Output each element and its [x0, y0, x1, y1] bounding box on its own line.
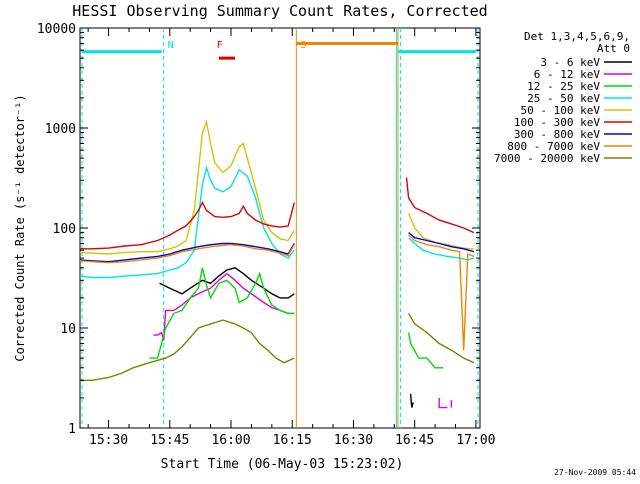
- y-tick-label: 100: [53, 222, 76, 237]
- series-line-25-50kev-1: [408, 237, 475, 261]
- legend-header: Det 1,3,4,5,6,9,: [524, 30, 630, 43]
- legend-label: 25 - 50 keV: [527, 92, 600, 105]
- series-line-12-25kev-0: [149, 267, 295, 359]
- legend-label: 800 - 7000 keV: [507, 140, 600, 153]
- legend-label: 3 - 6 keV: [540, 56, 600, 69]
- series-line-50-100kev-0: [80, 119, 295, 255]
- plot-area: [80, 28, 479, 428]
- y-tick-label: 1: [68, 422, 76, 437]
- series-line-800-7000kev-0: [80, 243, 295, 264]
- x-tick-label: 17:00: [456, 433, 495, 448]
- legend-label: 12 - 25 keV: [527, 80, 600, 93]
- series-line-7000-20000kev-0: [80, 319, 295, 381]
- series-line-6-12kev-1: [438, 397, 448, 409]
- series-line-300-800kev-0: [80, 242, 295, 263]
- x-axis-label: Start Time (06-May-03 15:23:02): [161, 457, 404, 472]
- series-line-25-50kev-0: [80, 165, 295, 279]
- y-tick-label: 10000: [37, 22, 76, 37]
- y-tick-label: 1000: [45, 122, 76, 137]
- series-line-7000-20000kev-1: [407, 313, 475, 364]
- x-tick-label: 16:00: [211, 433, 250, 448]
- series-line-3-6kev-1: [409, 393, 414, 408]
- series-line-6-12kev-0: [153, 272, 295, 341]
- series-line-300-800kev-1: [408, 232, 475, 253]
- annotation-label-n: N: [168, 40, 174, 51]
- x-tick-label: 15:30: [89, 433, 128, 448]
- annotation-label-s: S: [300, 40, 306, 51]
- series-line-100-300kev-1: [405, 177, 475, 234]
- x-tick-label: 16:45: [395, 433, 434, 448]
- x-tick-label: 16:30: [334, 433, 373, 448]
- y-tick-label: 10: [60, 322, 76, 337]
- legend-label: 300 - 800 keV: [514, 128, 600, 141]
- legend-label: 50 - 100 keV: [521, 104, 601, 117]
- chart-title: HESSI Observing Summary Count Rates, Cor…: [72, 2, 487, 20]
- legend-label: 100 - 300 keV: [514, 116, 600, 129]
- x-tick-label: 15:45: [150, 433, 189, 448]
- series-line-100-300kev-0: [80, 200, 295, 250]
- x-tick-label: 16:15: [273, 433, 312, 448]
- legend-header: Att 0: [597, 42, 630, 55]
- footer-timestamp: 27-Nov-2009 05:44: [554, 468, 636, 477]
- plot-frame: [79, 27, 481, 429]
- series-line-3-6kev-0: [159, 267, 295, 299]
- annotation-label-f: F: [217, 40, 223, 51]
- y-axis-label: Corrected Count Rate (s⁻¹ detector⁻¹): [13, 94, 27, 361]
- series-line-800-7000kev-1: [408, 234, 475, 351]
- legend-label: 6 - 12 keV: [534, 68, 601, 81]
- series-line-12-25kev-1: [407, 332, 444, 369]
- legend-label: 7000 - 20000 keV: [494, 152, 600, 165]
